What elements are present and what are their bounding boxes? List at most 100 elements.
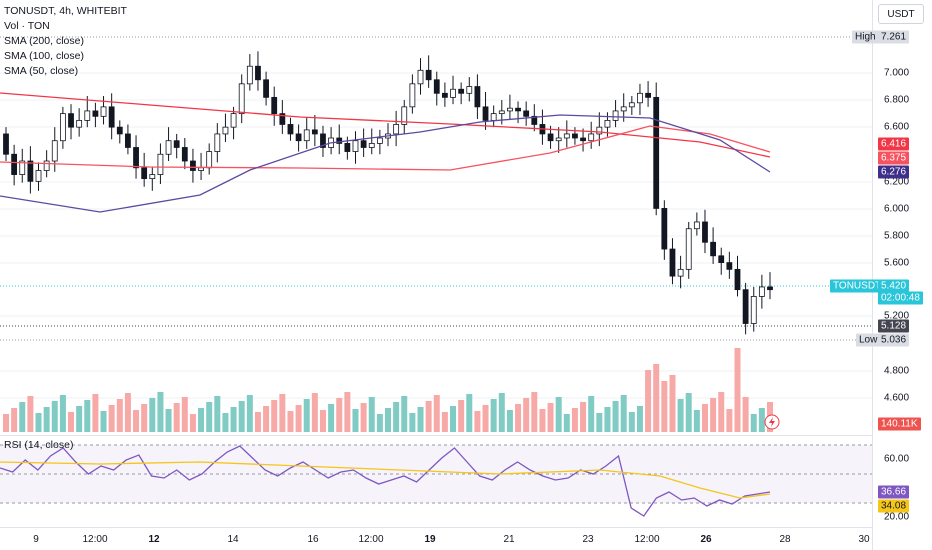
chart-legend: TONUSDT, 4h, WHITEBIT Vol · TON SMA (200… [4,4,127,79]
candle-body [466,86,473,94]
candle-body [555,137,562,142]
volume-bar [124,393,131,432]
volume-bar [433,395,440,432]
candle-body [35,170,42,182]
volume-bar [198,408,205,432]
symbol-title[interactable]: TONUSDT, 4h, WHITEBIT [4,5,127,17]
candle-body [628,102,635,108]
volume-bar [539,409,546,432]
price-tick: 6.800 [884,94,910,106]
candle-body [246,65,253,85]
candle-body [758,286,765,297]
sma100-line [0,125,771,171]
volume-bar [718,392,725,432]
rsi-line [0,445,771,517]
price-tick: 5.200 [884,310,910,322]
volume-bar [360,403,367,432]
volume-bar [238,401,245,432]
candle-body [125,133,131,148]
candle-body [19,160,26,175]
low-label: Low [856,333,881,347]
volume-bar [498,393,505,432]
volume-bar [515,404,522,432]
price-tick: 4.600 [884,392,910,404]
candle-body [580,137,586,142]
volume-bar [100,411,107,432]
volume-bar [401,396,408,432]
volume-bar [669,375,676,432]
volume-bar [295,405,302,432]
time-label: 14 [227,534,239,545]
time-label: 12 [148,534,160,545]
volume-bar [181,397,188,432]
volume-bar [84,400,91,432]
candle-body [523,110,530,117]
rsi-legend[interactable]: RSI (14, close) [4,439,74,451]
volume-bar [149,398,156,432]
volume-bar [417,407,424,432]
time-label: 28 [779,534,791,545]
candle-body [206,151,213,169]
candle-body [750,296,757,324]
volume-bar [19,402,26,432]
candle-body [116,126,123,135]
volume-bar [76,406,83,432]
volume-bar [458,400,465,432]
candle-body [726,262,733,270]
time-label: 30 [858,534,870,545]
candle-body [515,107,521,112]
candle-body [498,110,505,115]
candle-body [620,106,627,112]
candle-body [344,143,351,152]
candle-body [604,119,611,128]
candle-body [718,255,725,263]
candle-body [547,133,554,142]
last-price-tag: 5.420 [878,279,910,293]
price-tick: 6.000 [884,203,910,215]
candle-body [255,65,261,81]
time-label: 12:00 [358,534,384,545]
volume-bar [393,402,400,432]
volume-bar [376,414,383,432]
volume-legend[interactable]: Vol · TON [4,20,50,32]
volume-bar [628,412,635,432]
volume-bar [311,393,318,432]
price-tick: 4.800 [884,365,910,377]
volume-bar [279,394,286,432]
candle-body [165,140,172,155]
volume-bar [319,410,326,432]
candle-body [417,69,424,85]
sma200-legend[interactable]: SMA (200, close) [4,35,84,47]
volume-bar [531,392,538,432]
candle-body [320,133,326,148]
candle-body [295,133,302,142]
currency-button[interactable]: USDT [878,4,924,24]
lightning-glyph [769,417,775,427]
rsi-tick: 20.00 [884,511,910,523]
volume-bar [490,399,497,432]
volume-bar [645,370,652,432]
candle-body [409,83,416,108]
volume-bar [303,399,310,432]
volume-bar [27,396,34,432]
volume-bar [726,409,733,432]
candle-body [596,126,603,135]
volume-bar [425,401,432,432]
candle-body [3,133,9,155]
volume-bar [555,397,562,432]
candle-body [271,96,278,115]
volume-bar [563,414,570,432]
volume-bar [287,411,294,432]
volume-bar [35,413,42,432]
volume-bar [506,410,513,432]
candle-body [433,79,440,94]
candle-body [27,160,34,182]
sma100-legend[interactable]: SMA (100, close) [4,50,84,62]
volume-bar [173,403,180,432]
sma50-legend[interactable]: SMA (50, close) [4,65,79,77]
candle-body [507,107,513,112]
candle-body [376,137,383,144]
price-axis-divider [872,0,873,550]
candle-body [425,69,432,81]
